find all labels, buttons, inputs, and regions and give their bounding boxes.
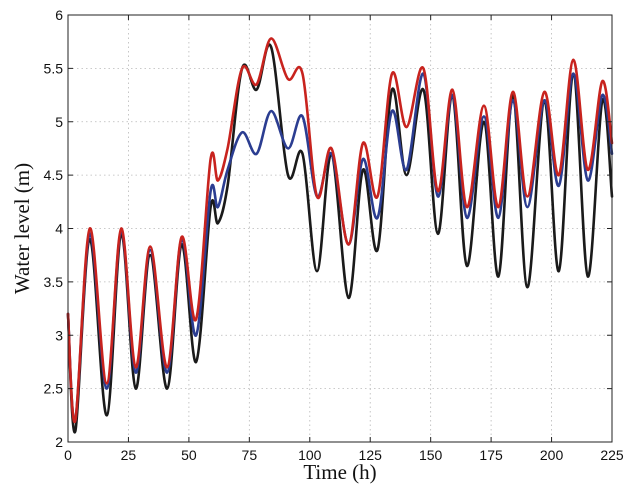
x-axis-title: Time (h) bbox=[303, 460, 376, 484]
y-tick-label: 3.5 bbox=[44, 274, 64, 290]
axis-ticks bbox=[67, 14, 613, 443]
x-tick-label: 75 bbox=[242, 447, 258, 463]
tick-labels: 0 25 50 75 100 125 150 175 200 225 2 2.5 3 3.5 4 4.5 5 5.… bbox=[44, 7, 624, 463]
y-tick-label: 2 bbox=[55, 434, 63, 450]
y-tick-label: 5.5 bbox=[44, 60, 64, 76]
x-tick-label: 175 bbox=[479, 447, 503, 463]
y-tick-label: 5 bbox=[55, 114, 63, 130]
x-tick-label: 50 bbox=[181, 447, 197, 463]
y-tick-label: 3 bbox=[55, 327, 63, 343]
y-tick-label: 4 bbox=[55, 221, 63, 237]
x-tick-label: 100 bbox=[298, 447, 322, 463]
x-tick-label: 150 bbox=[419, 447, 443, 463]
x-tick-label: 125 bbox=[359, 447, 383, 463]
y-tick-label: 4.5 bbox=[44, 167, 64, 183]
series-line-3 bbox=[66, 37, 614, 424]
y-axis-title: Water level (m) bbox=[10, 163, 34, 294]
x-tick-label: 225 bbox=[600, 447, 624, 463]
y-tick-label: 2.5 bbox=[44, 381, 64, 397]
series-lines bbox=[66, 37, 614, 434]
series-line-1 bbox=[66, 43, 614, 434]
x-tick-label: 200 bbox=[540, 447, 564, 463]
x-tick-label: 25 bbox=[121, 447, 137, 463]
y-tick-label: 6 bbox=[55, 7, 63, 23]
x-tick-label: 0 bbox=[64, 447, 72, 463]
